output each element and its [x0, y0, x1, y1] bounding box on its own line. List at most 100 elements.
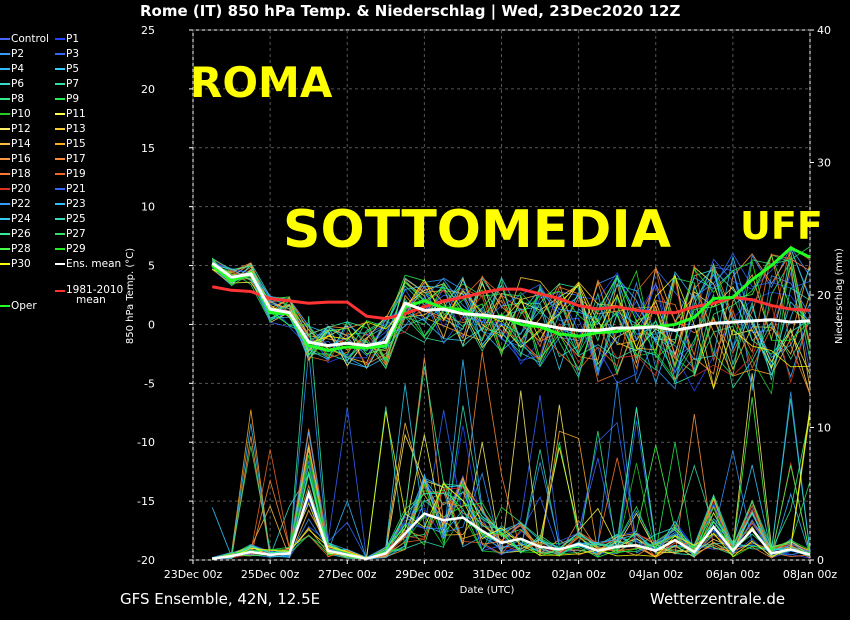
- legend-item: P13: [55, 123, 86, 135]
- y2-tick-label: 30: [817, 157, 831, 170]
- member-precip-line: [212, 411, 811, 560]
- x-tick-label: 31Dec 00z: [472, 568, 531, 581]
- legend-item: P8: [0, 93, 24, 105]
- legend-label: P23: [66, 198, 86, 210]
- legend-swatch: [0, 98, 10, 100]
- legend-swatch: [0, 188, 10, 190]
- legend-label: P7: [66, 78, 80, 90]
- x-tick-label: 27Dec 00z: [318, 568, 377, 581]
- member-precip-line: [212, 454, 811, 559]
- x-axis: 23Dec 00z 25Dec 00z 27Dec 00z 29Dec 00z 31De…: [164, 560, 837, 581]
- legend-item: Oper: [0, 300, 37, 312]
- legend-label: P21: [66, 183, 86, 195]
- x-tick-label: 04Jan 00z: [629, 568, 683, 581]
- legend-swatch: [0, 113, 10, 115]
- x-tick-label: 08Jan 00z: [783, 568, 837, 581]
- member-precip-line: [212, 359, 811, 560]
- legend-item: P18: [0, 168, 31, 180]
- legend-swatch: [55, 98, 65, 100]
- y-tick-label: -15: [137, 495, 155, 508]
- legend-swatch: [55, 263, 65, 265]
- member-temp-line: [212, 254, 811, 371]
- legend-item: P30: [0, 258, 31, 270]
- legend-swatch: [0, 218, 10, 220]
- legend-item: P16: [0, 153, 31, 165]
- legend-swatch: [55, 218, 65, 220]
- legend-label: P11: [66, 108, 86, 120]
- legend-label: Ens. mean: [66, 258, 122, 270]
- legend-swatch: [55, 128, 65, 130]
- legend-label: P8: [11, 93, 25, 105]
- legend-swatch: [0, 83, 10, 85]
- legend-swatch: [0, 305, 10, 307]
- legend-label: 1981-2010 mean: [66, 284, 124, 306]
- legend-item: P26: [0, 228, 31, 240]
- legend-item: P22: [0, 198, 31, 210]
- y2-tick-label: 0: [817, 554, 824, 567]
- member-precip-line: [212, 445, 811, 561]
- legend-swatch: [0, 233, 10, 235]
- y-tick-label: 10: [141, 201, 155, 214]
- legend-label: P12: [11, 123, 31, 135]
- legend-label: P28: [11, 243, 31, 255]
- legend-label: P26: [11, 228, 31, 240]
- legend-label: P14: [11, 138, 31, 150]
- legend-label: Control: [11, 33, 49, 45]
- legend-label: P2: [11, 48, 25, 60]
- legend-swatch: [0, 173, 10, 175]
- legend-label: P25: [66, 213, 86, 225]
- source-credit: Wetterzentrale.de: [650, 590, 786, 608]
- legend-swatch: [55, 38, 65, 40]
- legend-swatch: [55, 188, 65, 190]
- ensemble-member-lines: [211, 245, 811, 561]
- legend-label: P16: [11, 153, 31, 165]
- legend-item: P11: [55, 108, 86, 120]
- x-axis-label: Date (UTC): [460, 585, 515, 596]
- legend-swatch: [0, 248, 10, 250]
- legend-item: P17: [55, 153, 86, 165]
- legend-label: P19: [66, 168, 86, 180]
- legend-item: P24: [0, 213, 31, 225]
- legend-swatch: [55, 203, 65, 205]
- legend-swatch: [55, 233, 65, 235]
- x-tick-label: 06Jan 00z: [706, 568, 760, 581]
- y2-tick-label: 20: [817, 289, 831, 302]
- member-precip-line: [212, 407, 811, 559]
- legend-label: P30: [11, 258, 31, 270]
- member-temp-line: [212, 258, 811, 385]
- legend-item: P12: [0, 123, 31, 135]
- legend-item: P19: [55, 168, 86, 180]
- y2-axis-label: Niederschlag (mm): [834, 248, 845, 344]
- legend-item: P27: [55, 228, 86, 240]
- legend-item: P7: [55, 78, 79, 90]
- legend-label: P9: [66, 93, 80, 105]
- y-tick-label: 5: [148, 260, 155, 273]
- legend-swatch: [55, 158, 65, 160]
- legend-item: P20: [0, 183, 31, 195]
- legend-label: P20: [11, 183, 31, 195]
- y-tick-label: 20: [141, 83, 155, 96]
- legend-label: P1: [66, 33, 80, 45]
- legend-swatch: [0, 158, 10, 160]
- legend-swatch: [55, 53, 65, 55]
- legend-swatch: [55, 248, 65, 250]
- legend-swatch: [55, 290, 65, 292]
- member-precip-line: [212, 380, 811, 559]
- y-axis-right: 0 10 20 30 40: [810, 24, 831, 567]
- legend-item: Control: [0, 33, 49, 45]
- member-temp-line: [211, 258, 811, 362]
- legend-swatch: [0, 53, 10, 55]
- legend-item: P14: [0, 138, 31, 150]
- legend-item: P2: [0, 48, 24, 60]
- y2-tick-label: 10: [817, 422, 831, 435]
- legend-item: P21: [55, 183, 86, 195]
- legend-item: P1: [55, 33, 79, 45]
- legend-swatch: [55, 113, 65, 115]
- annotation-uff: UFF: [740, 204, 823, 248]
- legend-label: P17: [66, 153, 86, 165]
- legend-label: P4: [11, 63, 25, 75]
- legend-swatch: [0, 68, 10, 70]
- legend-label: P29: [66, 243, 86, 255]
- legend-swatch: [0, 38, 10, 40]
